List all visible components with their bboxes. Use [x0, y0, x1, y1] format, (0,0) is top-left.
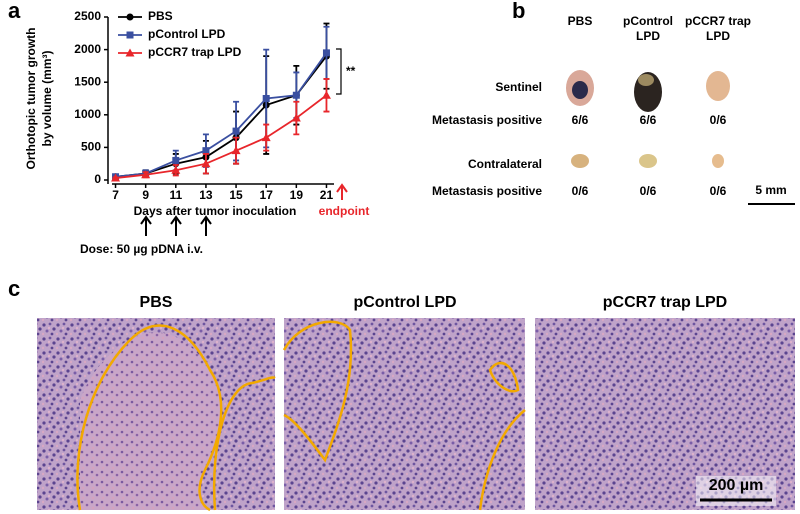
x-tick-label: 13 [199, 188, 213, 202]
marker [201, 159, 211, 168]
dose-arrows [140, 215, 212, 236]
x-tick-label: 11 [169, 188, 182, 202]
y-tick-label: 1500 [74, 74, 101, 88]
endpoint-arrow [336, 183, 348, 200]
marker [291, 113, 301, 122]
result-value: 0/6 [572, 184, 589, 198]
specimens [566, 70, 795, 205]
legend-label: pControl LPD [148, 27, 226, 41]
dose-label: Dose: 50 µg pDNA i.v. [80, 242, 203, 256]
marker [141, 170, 151, 179]
marker [322, 49, 330, 57]
column-header: LPD [636, 29, 660, 43]
result-value: 0/6 [640, 184, 657, 198]
specimen-image [571, 154, 589, 168]
histology [37, 318, 795, 512]
specimen-image [712, 154, 724, 168]
result-value: 6/6 [572, 113, 589, 127]
marker [202, 147, 210, 155]
annotation-graphics [140, 48, 348, 236]
legend-marker [126, 13, 134, 21]
y-tick-label: 500 [81, 140, 101, 154]
scale-bar-label: 5 mm [755, 183, 786, 197]
image-title: PBS [140, 294, 173, 311]
marker [262, 95, 270, 102]
tumor-outline [212, 376, 276, 511]
y-tick-label: 0 [94, 172, 101, 186]
y-tick-label: 1000 [74, 107, 101, 121]
tumor-region [80, 332, 222, 510]
x-axis-label: Days after tumor inoculation [134, 204, 297, 218]
column-header: LPD [706, 29, 730, 43]
tumor-outline [478, 409, 526, 511]
marker [231, 146, 241, 155]
row-label: Sentinel [495, 80, 542, 94]
tumor-outline [76, 324, 223, 512]
marker [172, 156, 180, 164]
result-value: 0/6 [710, 184, 727, 198]
row-label: Contralateral [468, 157, 542, 171]
scale-bar-label: 200 µm [709, 477, 764, 494]
column-header: pControl [623, 14, 673, 28]
legend-label: PBS [148, 9, 173, 23]
result-value: 6/6 [640, 113, 657, 127]
legend-marker [125, 48, 135, 57]
specimen-image [706, 71, 730, 101]
image-title: pControl LPD [353, 294, 456, 311]
marker [111, 173, 121, 182]
result-label: Metastasis positive [432, 184, 542, 198]
tumor-outline [488, 361, 520, 393]
specimen-image [572, 81, 588, 99]
y-tick-label: 2500 [74, 9, 101, 23]
y-axis-label-line: by volume (mm³) [40, 50, 54, 146]
panel-label: b [512, 0, 525, 23]
legend-label: pCCR7 trap LPD [148, 45, 242, 59]
specimen-image [638, 74, 654, 86]
y-axis-label-line: Orthotopic tumor growth [24, 28, 38, 170]
x-tick-label: 21 [320, 188, 334, 202]
marker [292, 91, 300, 99]
marker [261, 133, 271, 142]
x-tick-label: 15 [229, 188, 243, 202]
column-header: PBS [568, 14, 593, 28]
marker [232, 127, 240, 135]
panel-label: c [8, 276, 20, 301]
histology-image [284, 318, 525, 510]
y-tick-label: 2000 [74, 42, 101, 56]
y-axis-label: Orthotopic tumor growth by volume (mm³) [24, 28, 54, 170]
marker [171, 165, 181, 174]
result-value: 0/6 [710, 113, 727, 127]
x-tick-label: 9 [142, 188, 149, 202]
series-line [115, 52, 328, 178]
image-title: pCCR7 trap LPD [603, 294, 727, 311]
significance-bracket [336, 48, 342, 95]
panel-label: a [8, 0, 21, 23]
significance: ** [346, 64, 356, 78]
tumor-outline [282, 320, 353, 463]
marker [321, 90, 331, 99]
specimen-image [639, 154, 657, 168]
x-tick-label: 19 [290, 188, 304, 202]
x-tick-label: 7 [112, 188, 119, 202]
column-header: pCCR7 trap [685, 14, 751, 28]
x-tick-label: 17 [260, 188, 274, 202]
result-label: Metastasis positive [432, 113, 542, 127]
endpoint-label: endpoint [319, 204, 370, 218]
legend-marker [126, 31, 134, 39]
series-line [115, 94, 328, 179]
